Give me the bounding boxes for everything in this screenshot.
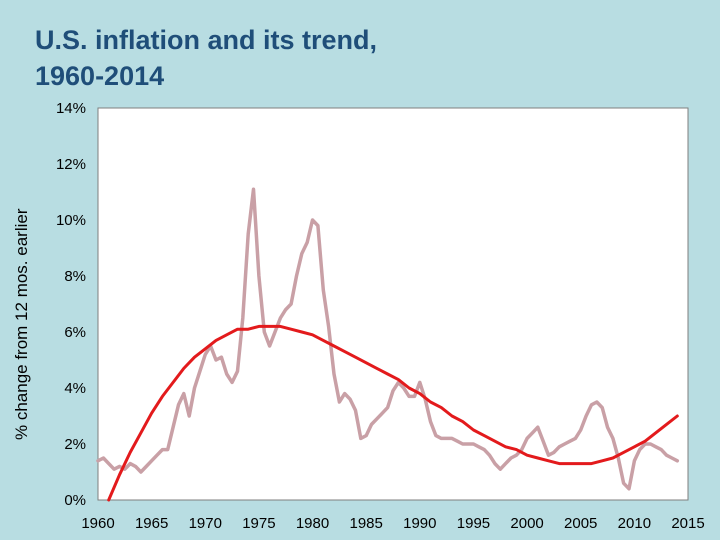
x-tick-label: 2010 <box>618 515 651 532</box>
chart-title-line-2: 1960-2014 <box>35 61 165 91</box>
series-lines <box>96 187 680 502</box>
x-tick-label: 2000 <box>510 515 543 532</box>
x-tick-labels: 1960 1965 1970 1975 1980 1985 1990 1995 2000 2005… <box>81 515 704 532</box>
chart-title: U.S. inflation and its trend, 1960-2014 <box>35 22 377 94</box>
y-tick-label: 2% <box>64 436 86 453</box>
x-tick-label: 1965 <box>135 515 168 532</box>
x-tick-label: 1980 <box>296 515 329 532</box>
y-tick-label: 14% <box>56 100 86 117</box>
x-tick-label: 1960 <box>81 515 114 532</box>
y-tick-labels: 0% 2% 4% 6% 8% 10% 12% 14% <box>56 100 86 509</box>
x-tick-label: 1990 <box>403 515 436 532</box>
x-tick-label: 1985 <box>349 515 382 532</box>
y-tick-label: 10% <box>56 212 86 229</box>
y-tick-label: 8% <box>64 268 86 285</box>
x-tick-label: 2015 <box>671 515 704 532</box>
x-tick-label: 1975 <box>242 515 275 532</box>
y-tick-label: 12% <box>56 156 86 173</box>
y-tick-label: 6% <box>64 324 86 341</box>
chart-title-line-1: U.S. inflation and its trend, <box>35 25 378 55</box>
y-tick-label: 4% <box>64 380 86 397</box>
x-tick-label: 2005 <box>564 515 597 532</box>
trend-series-line <box>107 324 679 502</box>
plot-area <box>97 107 689 501</box>
x-tick-label: 1970 <box>189 515 222 532</box>
x-tick-label: 1995 <box>457 515 490 532</box>
y-tick-label: 0% <box>64 492 86 509</box>
inflation-series-line <box>96 187 680 491</box>
